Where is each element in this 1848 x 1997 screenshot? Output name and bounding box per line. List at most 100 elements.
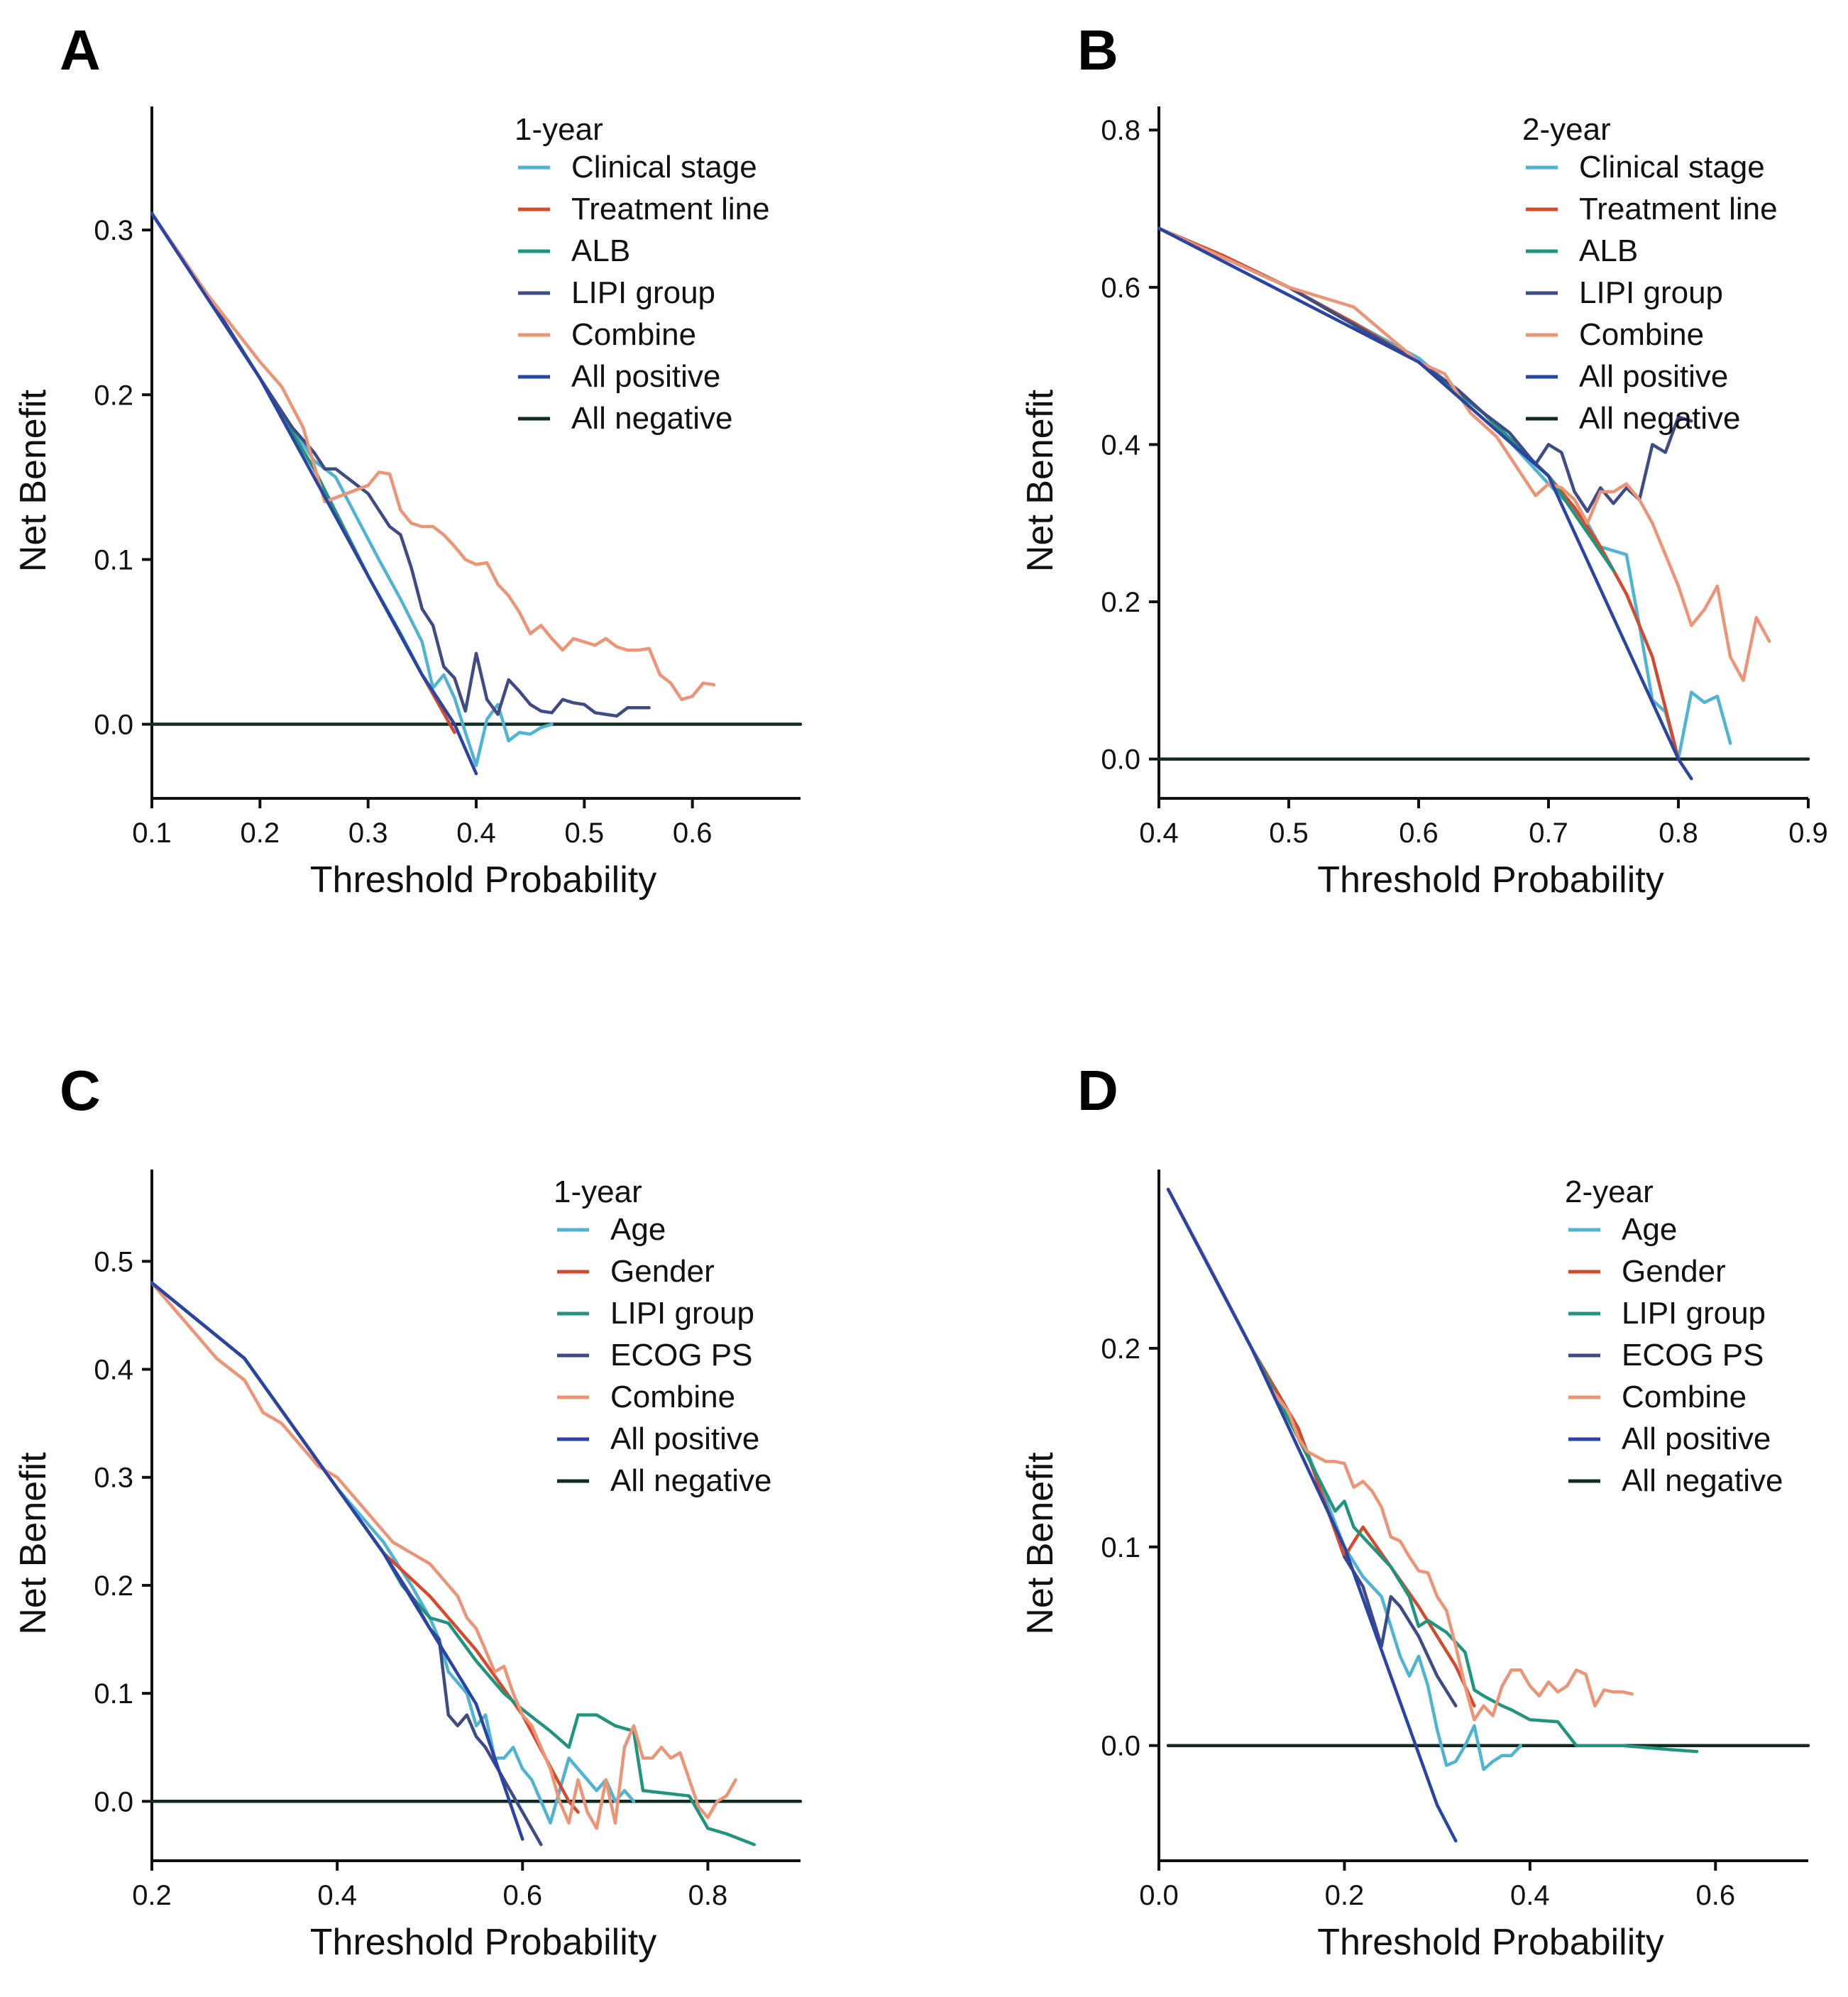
y-tick-label: 0.0 <box>1101 744 1140 776</box>
x-tick-label: 0.6 <box>1399 818 1439 849</box>
series-all-positive-line <box>1166 1187 1458 1843</box>
y-tick-label: 0.2 <box>1101 1333 1140 1365</box>
chart-d: 0.0 0.2 0.4 0.6 0.0 0.1 0.2 Threshold Probabili… <box>1020 1170 1810 1963</box>
panel-d: D 0.0 0.2 0.4 0.6 0.0 0.1 0.2 Threshold Probabi… <box>1020 1059 1810 1963</box>
legend-alb-label: ALB <box>571 233 630 268</box>
y-tick-label: 0.4 <box>94 1355 133 1386</box>
series-all-positive-line <box>1157 226 1693 781</box>
series-combine-line <box>150 1281 737 1830</box>
x-tick-label: 0.8 <box>688 1880 728 1911</box>
x-tick-label: 0.2 <box>132 1880 172 1911</box>
panel-label: C <box>60 1059 101 1122</box>
y-tick-label: 0.3 <box>94 215 133 246</box>
panel-c: C 0.2 0.4 0.6 0.8 0.0 0.1 0.2 0.3 0.4 0.5 Threshol… <box>13 1059 803 1963</box>
series-all-positive-line <box>150 1281 524 1841</box>
legend-all-positive-label: All positive <box>571 359 720 394</box>
series-all-positive-line <box>150 211 478 776</box>
x-axis-title: Threshold Probability <box>310 859 656 901</box>
legend-title: 1-year <box>554 1174 642 1209</box>
legend-all-positive-label: All positive <box>610 1421 759 1456</box>
legend-combine-label: Combine <box>1579 317 1704 352</box>
chart-b: 0.4 0.5 0.6 0.7 0.8 0.9 0.0 0.2 0.4 0.6 0.8 Thresho… <box>1020 106 1828 901</box>
x-axis-title: Threshold Probability <box>1317 859 1663 901</box>
legend-ecog-ps-label: ECOG PS <box>610 1338 753 1372</box>
series-combine-line <box>1157 226 1771 683</box>
panel-label: B <box>1077 18 1118 82</box>
x-tick-label: 0.2 <box>241 818 280 849</box>
series-ecog-ps-line <box>1343 1555 1458 1707</box>
y-axis-title: Net Benefit <box>1020 389 1061 572</box>
legend-all-negative-label: All negative <box>610 1463 771 1498</box>
x-tick-label: 0.6 <box>1695 1880 1735 1911</box>
legend-all-positive-label: All positive <box>1579 359 1728 394</box>
y-tick-label: 0.5 <box>94 1246 133 1277</box>
y-tick-label: 0.2 <box>1101 587 1140 618</box>
series-gender-line <box>1166 1187 1476 1707</box>
x-tick-label: 0.2 <box>1325 1880 1365 1911</box>
x-tick-label: 0.9 <box>1788 818 1828 849</box>
x-tick-label: 0.6 <box>502 1880 542 1911</box>
chart-a: 0.1 0.2 0.3 0.4 0.5 0.6 0.0 0.1 0.2 0.3 Threshold … <box>13 106 803 901</box>
legend-age-label: Age <box>610 1212 666 1247</box>
chart-c: 0.2 0.4 0.6 0.8 0.0 0.1 0.2 0.3 0.4 0.5 Threshold … <box>13 1170 803 1963</box>
panel-label: A <box>60 18 101 82</box>
y-tick-label: 0.0 <box>1101 1731 1140 1762</box>
y-tick-label: 0.1 <box>94 544 133 576</box>
panel-a: A 0.1 0.2 0.3 0.4 0.5 0.6 0.0 0.1 0.2 0.3 Threshol… <box>13 18 803 901</box>
series-lipi-group-line <box>150 211 651 718</box>
y-tick-label: 0.2 <box>94 380 133 411</box>
legend-treatment-line-label: Treatment line <box>571 192 770 226</box>
x-tick-label: 0.8 <box>1659 818 1698 849</box>
legend-lipi-group-label: LIPI group <box>1622 1296 1766 1331</box>
legend-gender-label: Gender <box>610 1254 715 1289</box>
legend-lipi-group-label: LIPI group <box>571 275 715 310</box>
series-combine-line <box>1166 1187 1634 1722</box>
x-tick-label: 0.6 <box>673 818 713 849</box>
x-axis-title: Threshold Probability <box>1317 1922 1663 1963</box>
legend-combine-label: Combine <box>610 1380 735 1414</box>
panel-b: B 0.4 0.5 0.6 0.7 0.8 0.9 0.0 0.2 0.4 0.6 0.8 Thres… <box>1020 18 1828 901</box>
legend-title: 2-year <box>1522 112 1611 147</box>
y-tick-label: 0.8 <box>1101 115 1140 146</box>
x-tick-label: 0.1 <box>132 818 172 849</box>
y-axis-title: Net Benefit <box>13 1452 54 1635</box>
legend-clinical-stage-label: Clinical stage <box>1579 150 1765 185</box>
y-tick-label: 0.0 <box>94 1786 133 1817</box>
y-tick-label: 0.4 <box>1101 429 1140 461</box>
x-tick-label: 0.4 <box>1510 1880 1550 1911</box>
y-tick-label: 0.6 <box>1101 273 1140 304</box>
series-age-line <box>150 1281 636 1825</box>
legend-title: 1-year <box>515 112 603 147</box>
legend-ecog-ps-label: ECOG PS <box>1622 1338 1764 1372</box>
x-tick-label: 0.7 <box>1529 818 1568 849</box>
legend-combine-label: Combine <box>571 317 696 352</box>
panel-label: D <box>1077 1059 1118 1122</box>
legend-all-negative-label: All negative <box>571 401 732 436</box>
x-tick-label: 0.0 <box>1139 1880 1179 1911</box>
x-tick-label: 0.4 <box>1139 818 1179 849</box>
series-lipi-group-line <box>1166 1187 1699 1754</box>
y-axis-title: Net Benefit <box>1020 1452 1061 1635</box>
legend-alb-label: ALB <box>1579 233 1638 268</box>
legend-combine-label: Combine <box>1622 1380 1747 1414</box>
x-tick-label: 0.5 <box>1269 818 1309 849</box>
series-treatment-line-line <box>150 211 456 735</box>
legend-gender-label: Gender <box>1622 1254 1726 1289</box>
y-tick-label: 0.2 <box>94 1570 133 1602</box>
series-age-line <box>1166 1187 1523 1771</box>
x-tick-label: 0.5 <box>565 818 605 849</box>
legend-lipi-group-label: LIPI group <box>610 1296 754 1331</box>
legend-title: 2-year <box>1565 1174 1654 1209</box>
series-lipi-group-line <box>1157 226 1693 513</box>
y-tick-label: 0.3 <box>94 1463 133 1494</box>
legend-all-negative-label: All negative <box>1622 1463 1783 1498</box>
legend-clinical-stage-label: Clinical stage <box>571 150 757 185</box>
series-clinical-stage-line <box>150 211 554 767</box>
x-tick-label: 0.4 <box>456 818 496 849</box>
x-tick-label: 0.4 <box>317 1880 357 1911</box>
